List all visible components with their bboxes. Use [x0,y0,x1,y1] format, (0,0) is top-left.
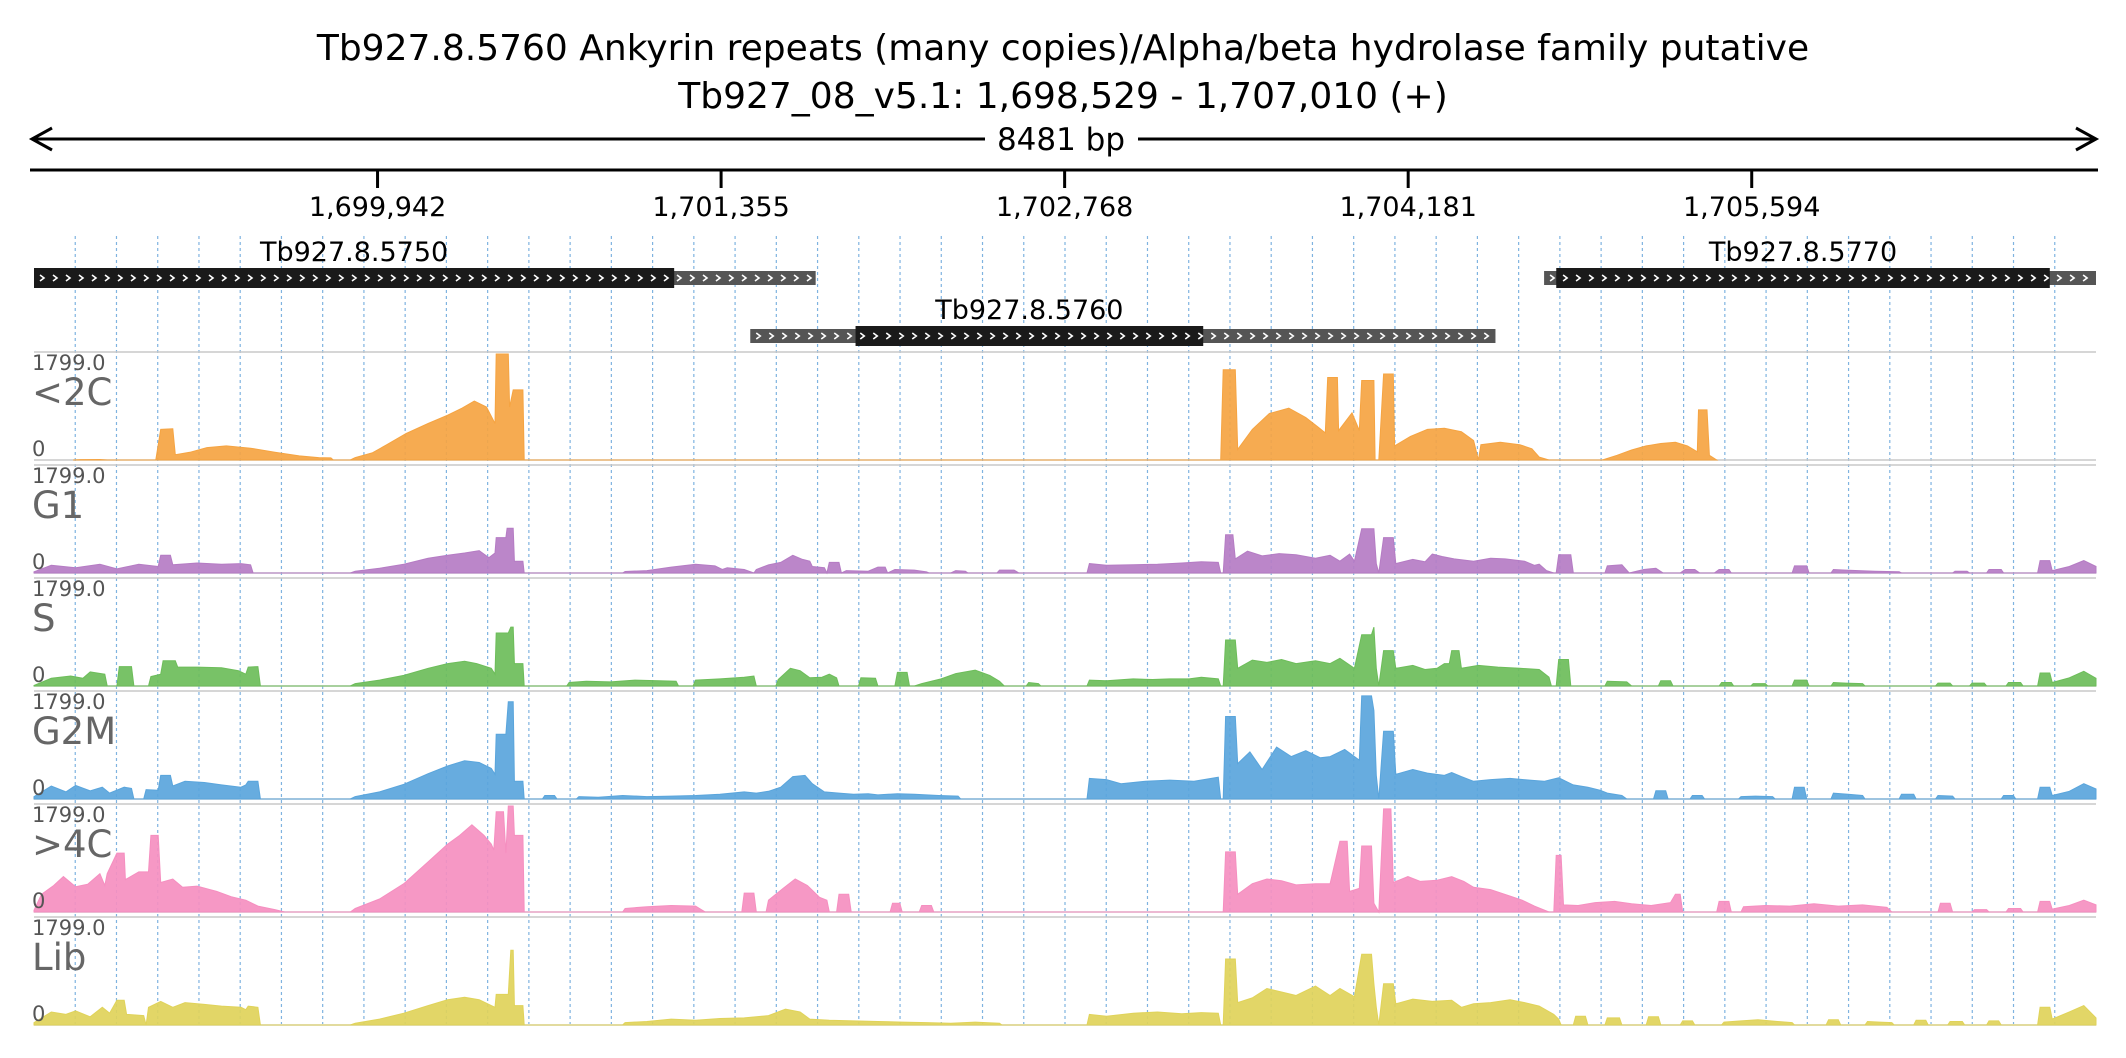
gene-label-1: Tb927.8.5760 [934,295,1123,326]
tick-label-3: 1,704,181 [1339,192,1476,223]
track-3: 1799.0 0 G2M [32,690,2097,800]
track-max-label-0: 1799.0 [32,351,105,375]
track-name-0: <2C [32,371,112,414]
track-coverage-5 [33,949,2097,1026]
track-min-label-2: 0 [32,663,45,687]
track-4: 1799.0 0 >4C [32,803,2097,914]
track-coverage-4 [33,805,2097,914]
tick-label-4: 1,705,594 [1683,192,1820,223]
track-0: 1799.0 0 <2C [32,351,2096,461]
span-label: 8481 bp [997,122,1125,158]
gene-strand-arrows-1 [755,332,1490,340]
tick-label-0: 1,699,942 [309,192,446,223]
track-max-label-5: 1799.0 [32,916,105,940]
track-coverage-3 [33,695,2097,800]
track-name-3: G2M [32,710,116,753]
gene-strand-arrows-0 [39,274,813,282]
track-name-1: G1 [32,484,84,527]
gene-0: Tb927.8.5750 [34,237,816,288]
gene-label-2: Tb927.8.5770 [1708,237,1897,268]
gene-cds-1 [855,326,1204,346]
track-2: 1799.0 0 S [32,577,2097,687]
gene-strand-arrows-2 [1549,274,2089,282]
gene-1: Tb927.8.5760 [750,295,1496,346]
track-max-label-1: 1799.0 [32,464,105,488]
track-name-5: Lib [32,936,86,979]
track-1: 1799.0 0 G1 [32,464,2097,575]
gene-2: Tb927.8.5770 [1544,237,2096,288]
track-min-label-1: 0 [32,550,45,574]
track-min-label-5: 0 [32,1002,45,1026]
track-max-label-3: 1799.0 [32,690,105,714]
track-name-4: >4C [32,823,112,866]
track-name-2: S [32,597,56,640]
track-max-label-4: 1799.0 [32,803,105,827]
ruler: 1,699,942 1,701,355 1,702,768 1,704,181 1,70… [30,168,2098,223]
gene-cds-0 [34,268,675,288]
chart-title: Tb927.8.5760 Ankyrin repeats (many copie… [316,28,1809,69]
track-5: 1799.0 0 Lib [32,916,2097,1026]
track-min-label-0: 0 [32,437,45,461]
track-coverage-2 [33,626,2097,687]
span-arrow: 8481 bp [28,122,2100,158]
tick-label-1: 1,701,355 [652,192,789,223]
track-max-label-2: 1799.0 [32,577,105,601]
gene-annotations: Tb927.8.5750 Tb927.8.5760 Tb927.8.5770 [34,237,2096,346]
chart-subtitle: Tb927_08_v5.1: 1,698,529 - 1,707,010 (+) [677,76,1448,117]
coverage-tracks: 1799.00<2C1799.00G11799.00S1799.00G2M179… [32,351,2097,1026]
ruler-ticks: 1,699,942 1,701,355 1,702,768 1,704,181 1,70… [309,170,1820,223]
gene-label-0: Tb927.8.5750 [259,237,448,268]
track-min-label-4: 0 [32,889,45,913]
track-min-label-3: 0 [32,776,45,800]
tick-label-2: 1,702,768 [996,192,1133,223]
track-coverage-0 [73,353,1719,461]
track-coverage-1 [33,527,2097,575]
gene-cds-2 [1556,268,2050,288]
